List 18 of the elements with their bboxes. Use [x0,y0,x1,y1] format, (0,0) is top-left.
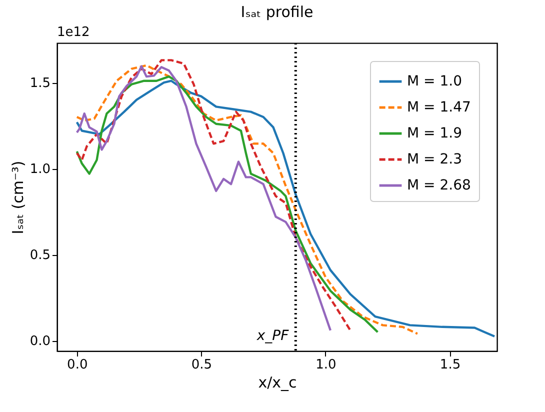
y-tick-label: 1.0 [30,162,50,178]
legend-label: M = 2.68 [407,178,471,194]
legend-label: M = 1.0 [407,74,462,90]
y-axis-title: Iₛₐₜ (cm⁻³) [8,160,27,234]
y-tick-label: 1.5 [30,76,50,92]
text: 1e12 [57,25,90,40]
y-tick-label: 0.0 [30,334,50,350]
x-tick-label: 1.5 [440,358,461,372]
legend-label: M = 1.47 [407,100,471,116]
y-tick-label: 0.5 [30,248,50,264]
legend-label: M = 2.3 [407,152,462,168]
x-tick-label: 0.0 [67,358,88,372]
chart-title: Iₛₐₜ profile [240,3,314,21]
x-axis-title: x/x_c [258,374,297,392]
legend-label: M = 1.9 [407,126,462,142]
x-tick-label: 0.5 [191,358,212,372]
ref-line-label: x_PF [256,328,290,344]
x-tick-label: 1.0 [316,358,336,372]
